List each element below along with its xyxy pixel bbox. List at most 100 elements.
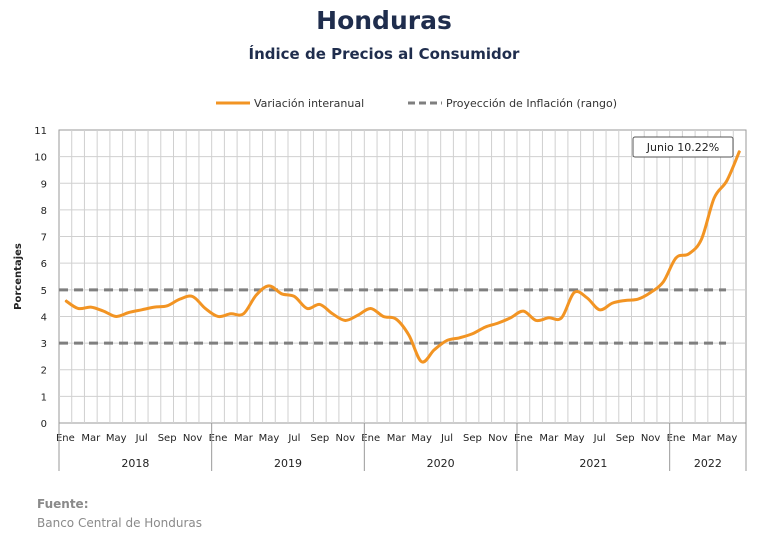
legend-label-variacion: Variación interanual [254, 97, 364, 110]
x-tick-label: Ene [667, 433, 686, 444]
x-tick-label: Jul [440, 433, 453, 444]
x-tick-label: Jul [135, 433, 148, 444]
data-point [357, 314, 359, 316]
data-point [90, 306, 92, 308]
y-tick-label: 11 [34, 126, 47, 137]
year-label: 2020 [427, 457, 455, 470]
y-tick-label: 5 [41, 286, 47, 297]
data-point [421, 361, 423, 363]
x-tick-label: Nov [641, 433, 661, 444]
y-tick-label: 1 [41, 392, 47, 403]
year-label: 2022 [694, 457, 722, 470]
x-tick-label: Sep [310, 433, 329, 444]
data-point [382, 315, 384, 317]
data-point [153, 306, 155, 308]
data-point [497, 322, 499, 324]
data-point [319, 303, 321, 305]
data-point [611, 302, 613, 304]
data-point [179, 298, 181, 300]
legend-label-proyeccion: Proyección de Inflación (rango) [446, 97, 617, 110]
series-layer [64, 150, 742, 364]
data-point [573, 291, 575, 293]
data-point [166, 305, 168, 307]
x-tick-label: Mar [387, 433, 407, 444]
data-point [561, 317, 563, 319]
data-point [268, 285, 270, 287]
data-point [242, 313, 244, 315]
data-point [624, 299, 626, 301]
year-label: 2021 [579, 457, 607, 470]
x-tick-label: Mar [692, 433, 712, 444]
data-point [192, 295, 194, 297]
year-label: 2018 [121, 457, 149, 470]
data-point [204, 307, 206, 309]
data-point [662, 281, 664, 283]
x-tick-label: Sep [158, 433, 177, 444]
data-point [675, 257, 677, 259]
annotations: Junio 10.22% [632, 136, 734, 158]
y-tick-label: 6 [41, 259, 47, 270]
x-tick-label: Nov [488, 433, 508, 444]
data-point [255, 294, 257, 296]
source-value: Banco Central de Honduras [37, 516, 202, 530]
data-point [459, 337, 461, 339]
x-tick-label: May [564, 433, 585, 444]
axes: 0 1 2 3 4 5 6 7 8 9 10 11 Porcentajes Ene Mar May Jul Sep… [13, 126, 747, 471]
y-tick-label: 4 [41, 312, 47, 323]
data-point [650, 291, 652, 293]
x-tick-label: Ene [361, 433, 380, 444]
y-tick-label: 9 [41, 179, 47, 190]
x-tick-label: Nov [335, 433, 355, 444]
data-point [433, 349, 435, 351]
chart-title: Honduras [316, 6, 452, 35]
x-tick-label: Mar [234, 433, 254, 444]
data-point [217, 315, 219, 317]
data-point [64, 299, 66, 301]
data-point [344, 319, 346, 321]
x-tick-label: May [717, 433, 738, 444]
data-point [637, 298, 639, 300]
data-point [128, 311, 130, 313]
data-point [306, 307, 308, 309]
series-line-variacion-interanual [64, 150, 742, 364]
data-point [446, 339, 448, 341]
y-tick-label: 0 [41, 419, 47, 430]
x-tick-label: Nov [183, 433, 203, 444]
data-point [115, 315, 117, 317]
x-tick-label: Jul [287, 433, 300, 444]
y-tick-label: 3 [41, 339, 47, 350]
data-point [535, 319, 537, 321]
data-point [713, 197, 715, 199]
x-tick-label: Ene [56, 433, 75, 444]
inflation-range-lines [59, 288, 726, 345]
data-point [586, 297, 588, 299]
x-tick-label: Sep [463, 433, 482, 444]
data-point [726, 180, 728, 182]
data-point [599, 309, 601, 311]
data-point [281, 293, 283, 295]
data-point [408, 334, 410, 336]
data-point [484, 326, 486, 328]
data-point [230, 313, 232, 315]
chart-subtitle: Índice de Precios al Consumidor [248, 45, 520, 63]
data-point [141, 309, 143, 311]
data-point [548, 317, 550, 319]
source-label: Fuente: [37, 497, 89, 511]
x-tick-label: Mar [81, 433, 101, 444]
data-point [700, 238, 702, 240]
x-tick-label: Jul [593, 433, 606, 444]
y-axis-label: Porcentajes [13, 243, 24, 310]
x-tick-label: Mar [539, 433, 559, 444]
legend: Variación interanual Proyección de Inflac… [216, 97, 617, 110]
data-point [77, 307, 79, 309]
x-tick-label: May [106, 433, 127, 444]
y-tick-label: 7 [41, 233, 47, 244]
y-tick-label: 8 [41, 206, 47, 217]
y-tick-label: 10 [34, 153, 47, 164]
data-point [688, 253, 690, 255]
data-point [471, 333, 473, 335]
x-tick-label: May [259, 433, 280, 444]
data-point [510, 317, 512, 319]
data-point [522, 310, 524, 312]
x-tick-label: Ene [209, 433, 228, 444]
